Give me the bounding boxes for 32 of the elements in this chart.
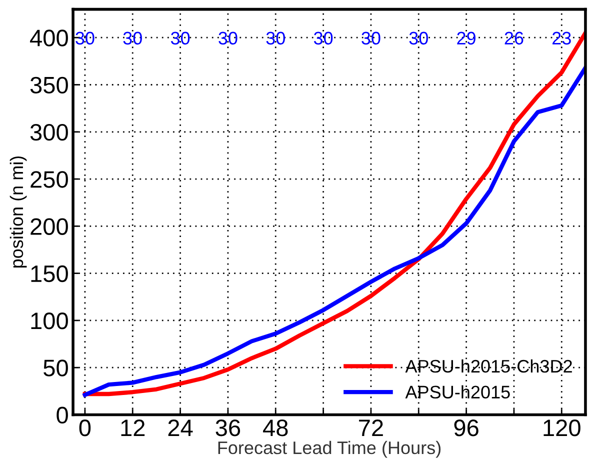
y-tick-label: 400 (30, 30, 68, 46)
annotation: 30 (362, 32, 380, 45)
annotation: 30 (266, 32, 285, 45)
annotation: 23 (552, 32, 571, 45)
y-tick-label: 0 (56, 406, 68, 424)
y-tick-label: 50 (44, 360, 68, 376)
x-tick-label: 72 (359, 420, 383, 436)
x-tick-label: 24 (168, 420, 193, 436)
annotation: 30 (123, 32, 142, 45)
annotation: 30 (314, 32, 333, 45)
y-tick-label: 250 (30, 171, 68, 188)
annotation: 26 (504, 32, 524, 45)
y-axis-title: position (n mi) (10, 156, 27, 268)
y-tick-label: 350 (30, 76, 68, 94)
x-axis-title: Forecast Lead Time (Hours) (218, 440, 441, 458)
x-tick-label: 0 (79, 420, 91, 436)
annotation: 30 (218, 32, 238, 45)
annotation: 29 (457, 32, 476, 45)
annotation: 30 (170, 32, 190, 45)
x-tick-label: 120 (544, 420, 580, 436)
legend-label: APSU-h2015-Ch3D2 (405, 359, 572, 373)
x-tick-label: 36 (216, 420, 240, 436)
annotation: 30 (409, 32, 428, 45)
y-tick-label: 300 (30, 124, 68, 141)
legend-label: APSU-h2015 (405, 385, 510, 399)
x-tick-label: 48 (263, 420, 288, 436)
x-tick-label: 12 (121, 420, 145, 436)
y-tick-label: 200 (30, 218, 68, 235)
x-tick-label: 96 (454, 420, 478, 436)
y-tick-label: 100 (31, 312, 68, 330)
y-tick-label: 150 (31, 265, 68, 282)
annotation: 30 (76, 32, 94, 45)
